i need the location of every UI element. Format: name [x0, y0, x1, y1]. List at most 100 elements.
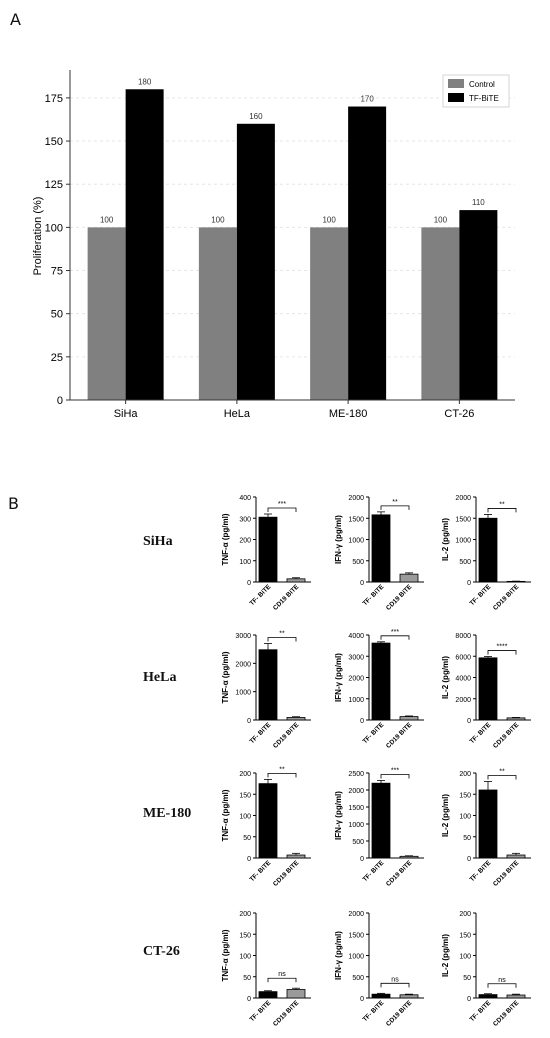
y-tick-label: 0 [360, 996, 364, 1003]
bar-cd19-bite [506, 717, 526, 721]
y-tick-label: 200 [239, 911, 251, 918]
subplot-1-0: 0 1000 2000 3000 TNF-α (pg/ml) TF- BiTE CD19 B… [221, 631, 311, 750]
significance-label: ** [499, 769, 505, 776]
x-tick-label: CD19 BiTE [385, 999, 414, 1028]
x-tick-label: TF- BiTE [469, 999, 493, 1023]
x-tick-label: CD19 BiTE [272, 859, 301, 888]
legend-swatch [448, 79, 464, 88]
bar-tf-bite [371, 642, 391, 721]
significance-bracket [267, 507, 297, 512]
subplot-1-2: 0 2000 4000 6000 8000 IL-2 (pg/ml) TF- BiTE CD1… [441, 633, 531, 750]
y-tick-label: 0 [247, 580, 251, 587]
bar-cd19-bite [399, 855, 419, 859]
y-tick-label: 200 [459, 771, 471, 778]
bar-tf-bite [459, 210, 498, 400]
y-tick-label: 0 [247, 718, 251, 725]
cytokine-panel: SiHa HeLa ME-180 CT-26 0 100 200 300 400 TNF-… [0, 470, 550, 1038]
y-tick-label: 2000 [455, 495, 471, 502]
y-tick-label: 150 [45, 136, 63, 148]
y-tick-label: 50 [243, 835, 251, 842]
x-tick-label: CD19 BiTE [385, 721, 414, 750]
y-tick-label: 3000 [348, 654, 364, 661]
y-tick-label: 1500 [455, 516, 471, 523]
bar-tf-bite [478, 517, 498, 583]
y-axis-label: IFN-γ (pg/ml) [334, 515, 343, 564]
y-axis-label: TNF-α (pg/ml) [221, 651, 230, 703]
x-tick-label: SiHa [114, 408, 139, 420]
significance-bracket [380, 774, 410, 779]
y-tick-label: 100 [45, 222, 63, 234]
y-tick-label: 0 [360, 580, 364, 587]
bar-tf-bite [258, 991, 278, 999]
y-tick-label: 2000 [348, 495, 364, 502]
subplot-1-1: 0 1000 2000 3000 4000 IFN-γ (pg/ml) TF- BiTE CD… [334, 629, 424, 750]
data-label: 100 [211, 215, 225, 224]
y-tick-label: 50 [463, 975, 471, 982]
y-tick-label: 150 [239, 932, 251, 939]
legend: Control TF-BiTE [442, 74, 510, 108]
data-label: 160 [249, 112, 263, 121]
y-tick-label: 2000 [348, 676, 364, 683]
y-tick-label: 50 [463, 835, 471, 842]
y-tick-label: 2000 [348, 911, 364, 918]
data-label: 100 [100, 215, 114, 224]
row-label-me180: ME-180 [143, 806, 192, 821]
y-tick-label: 100 [239, 559, 251, 566]
data-label: 180 [138, 77, 152, 86]
significance-bracket [380, 505, 410, 510]
subplot-0-0: 0 100 200 300 400 TNF-α (pg/ml) TF- BiTE CD19 B… [221, 495, 311, 612]
significance-bracket [487, 650, 517, 655]
bar-cd19-bite [286, 717, 306, 721]
x-tick-label: TF- BiTE [249, 583, 273, 607]
y-tick-label: 3000 [235, 633, 251, 640]
y-tick-label: 2000 [235, 661, 251, 668]
panel-label-b: B [8, 494, 19, 513]
bar-tf-bite [236, 123, 275, 400]
significance-bracket [380, 635, 410, 640]
y-tick-label: 150 [459, 932, 471, 939]
y-tick-label: 200 [459, 911, 471, 918]
bar-tf-bite [478, 657, 498, 721]
significance-label: ** [392, 499, 398, 506]
significance-label: *** [278, 501, 286, 508]
subplot-2-0: 0 50 100 150 200 TNF-α (pg/ml) TF- BiTE CD19 Bi… [221, 766, 311, 888]
x-tick-label: TF- BiTE [362, 859, 386, 883]
x-tick-label: TF- BiTE [362, 721, 386, 745]
subplot-3-1: 0 500 1000 1500 2000 IFN-γ (pg/ml) TF- BiTE CD1… [334, 911, 424, 1028]
y-tick-label: 125 [45, 179, 63, 191]
y-axis-label: Proliferation (%) [32, 197, 44, 276]
y-tick-label: 200 [239, 771, 251, 778]
bar-tf-bite [348, 106, 387, 401]
y-tick-label: 1000 [455, 538, 471, 545]
bar-tf-bite [258, 783, 278, 859]
y-tick-label: 1000 [348, 954, 364, 961]
y-tick-label: 0 [247, 856, 251, 863]
x-tick-label: CD19 BiTE [492, 583, 521, 612]
significance-label: ** [279, 631, 285, 638]
y-tick-label: 2500 [348, 771, 364, 778]
y-tick-label: 1000 [235, 690, 251, 697]
y-tick-label: 300 [239, 516, 251, 523]
significance-bracket [267, 637, 297, 642]
panel-label-a: A [10, 10, 21, 29]
bar-cd19-bite [399, 716, 419, 721]
y-axis-label: IL-2 (pg/ml) [441, 934, 450, 977]
x-tick-label: TF- BiTE [362, 583, 386, 607]
x-tick-label: CT-26 [444, 408, 474, 420]
y-tick-label: 150 [239, 792, 251, 799]
y-tick-label: 1000 [348, 822, 364, 829]
bar-tf-bite [371, 993, 391, 999]
y-tick-label: 50 [243, 975, 251, 982]
y-tick-label: 0 [360, 718, 364, 725]
y-tick-label: 1000 [348, 697, 364, 704]
y-tick-label: 0 [467, 718, 471, 725]
y-tick-label: 100 [239, 814, 251, 821]
bar-tf-bite [478, 994, 498, 999]
y-axis-label: TNF-α (pg/ml) [221, 929, 230, 981]
y-tick-label: 500 [352, 975, 364, 982]
y-tick-label: 50 [51, 309, 63, 321]
x-tick-label: TF- BiTE [249, 721, 273, 745]
subplot-3-0: 0 50 100 150 200 TNF-α (pg/ml) TF- BiTE CD19 Bi… [221, 911, 311, 1028]
y-axis-label: IL-2 (pg/ml) [441, 518, 450, 561]
proliferation-bar-chart: 0 25 50 75 100 125 150 175 100 180 SiHa 100 160 HeLa 1… [32, 70, 515, 420]
